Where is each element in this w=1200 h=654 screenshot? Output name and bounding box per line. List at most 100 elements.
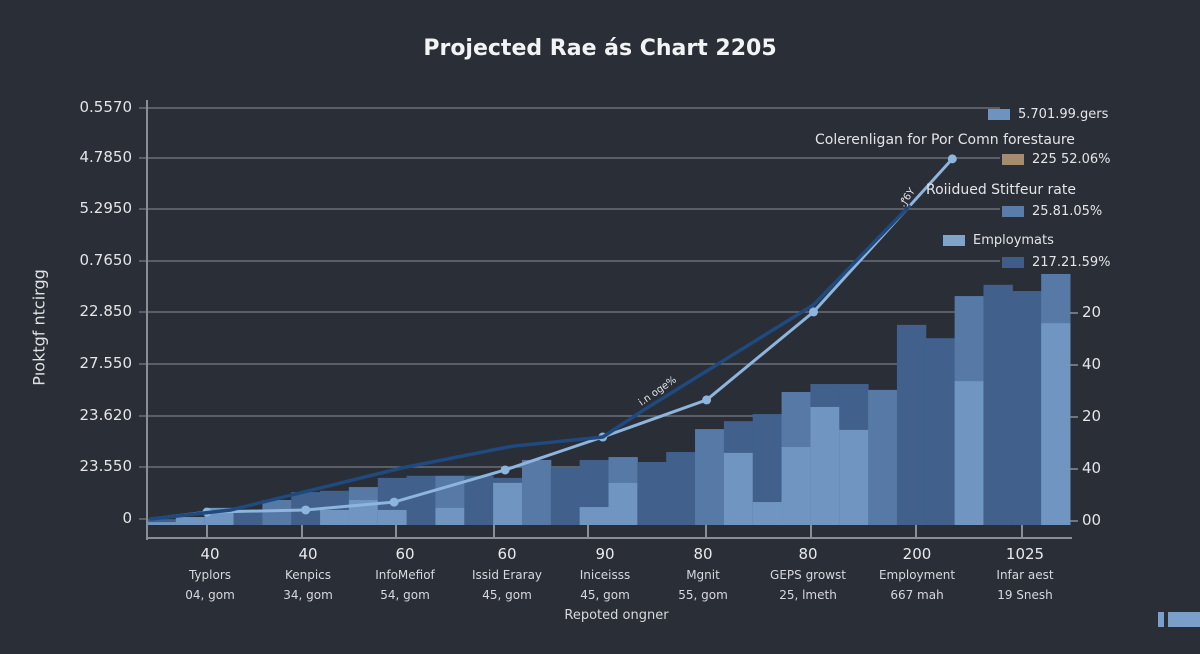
legend-swatch: [943, 235, 965, 246]
chart-title: Projected Rae ás Chart 2205: [423, 36, 777, 61]
y-tick-label: 23.550: [79, 457, 133, 475]
bar-back: [666, 452, 696, 525]
bar-back: [464, 475, 494, 525]
x-category-sub: 54, gom: [380, 588, 430, 602]
bar-front: [608, 482, 638, 525]
x-category-name: Employment: [878, 568, 956, 582]
x-category: 40 Kenpics 34, gom: [253, 545, 363, 602]
bar-back: [262, 499, 292, 525]
series-line-dark: [149, 203, 912, 521]
x-category: 80 GEPS growst 25, lmeth: [753, 545, 863, 602]
x-tick-value: 1025: [1005, 545, 1045, 563]
bar-front: [377, 509, 408, 525]
bar-front: [954, 381, 984, 525]
x-category: 80 Mgnit 55, gom: [648, 545, 758, 602]
y-tick-label: 0.7650: [79, 251, 133, 269]
bar-back: [637, 462, 667, 525]
legend-swatch: [1002, 257, 1024, 268]
y-tick-label: 0.5570: [79, 98, 133, 116]
x-category-name: GEPS growst: [770, 568, 846, 582]
x-tick-value: 80: [798, 545, 818, 563]
x-tick-value: 90: [595, 545, 615, 563]
legend-item: 225 52.06%: [1002, 152, 1111, 167]
x-tick-value: 40: [298, 545, 318, 563]
right-tick-label: 40: [1082, 459, 1102, 477]
x-category: 90 Iniceisss 45, gom: [550, 545, 660, 602]
bar-back: [896, 324, 927, 525]
x-tick-value: 60: [395, 545, 415, 563]
y-tick-label: 4.7850: [79, 148, 133, 166]
x-category-name: Mgnit: [686, 568, 720, 582]
scroll-indicator[interactable]: [1158, 612, 1164, 627]
legend-swatch: [1002, 154, 1024, 165]
legend-item: 5.701.99.gers: [988, 107, 1108, 122]
right-tick-label: 20: [1082, 303, 1102, 321]
data-point: [947, 154, 957, 164]
x-category-sub: 34, gom: [283, 588, 333, 602]
annotation-label: Roiidued Stitfeur rate: [926, 182, 1076, 198]
x-category-sub: 667 mah: [890, 588, 944, 602]
bar-front: [781, 447, 811, 525]
scroll-indicator[interactable]: [1168, 612, 1200, 627]
legend-item: 25.81.05%: [1002, 204, 1102, 219]
bar-front: [147, 522, 177, 525]
bar-back: [406, 475, 436, 525]
x-category-sub: 19 Snesh: [997, 588, 1053, 602]
x-category: 40 Typlors 04, gom: [155, 545, 265, 602]
x-category: 60 Issid Eraray 45, gom: [452, 545, 562, 602]
legend-label: 217.21.59%: [1032, 255, 1111, 270]
annotation-label: Colerenligan for Por Comn forestaure: [815, 132, 1075, 148]
legend-item: Employmats: [943, 233, 1054, 248]
data-point: [702, 395, 712, 405]
right-tick-label: 20: [1082, 407, 1102, 425]
bar-front: [839, 429, 869, 525]
data-point: [500, 465, 510, 475]
y-tick-label: 23.620: [79, 406, 133, 424]
x-category: 200 Employment 667 mah: [862, 545, 972, 602]
x-category: 1025 Infar aest 19 Snesh: [970, 545, 1080, 602]
bar-front: [723, 452, 754, 525]
legend-item: 217.21.59%: [1002, 255, 1111, 270]
bar-back: [925, 338, 956, 525]
x-tick-value: 60: [497, 545, 517, 563]
x-tick-value: 80: [693, 545, 713, 563]
right-tick-label: 40: [1082, 355, 1102, 373]
x-category-name: InfoMefiof: [375, 568, 435, 582]
x-axis-label: Repoted ongner: [564, 608, 669, 623]
legend-label: Employmats: [973, 233, 1054, 248]
x-category-sub: 25, lmeth: [779, 588, 837, 602]
x-category-sub: 45, gom: [580, 588, 630, 602]
x-category-sub: 55, gom: [678, 588, 728, 602]
right-tick-label: 00: [1082, 511, 1102, 529]
data-point: [389, 497, 399, 507]
bar-front: [752, 502, 783, 525]
legend-swatch: [1002, 206, 1024, 217]
y-axis-label: Pıoktgf ntcirgg: [29, 269, 49, 386]
y-tick-label: 22.850: [79, 302, 133, 320]
x-category-name: Kenpics: [284, 568, 332, 582]
bar-back: [983, 284, 1013, 525]
data-point: [809, 307, 819, 317]
legend-label: 225 52.06%: [1032, 152, 1111, 167]
x-category-name: Infar aest: [996, 568, 1054, 582]
bar-front: [435, 507, 465, 525]
bar-front: [320, 509, 350, 525]
bar-front: [1041, 323, 1071, 525]
bar-back: [550, 467, 581, 525]
bar-back: [1012, 291, 1042, 525]
legend-swatch: [988, 109, 1010, 120]
x-tick-value: 40: [200, 545, 220, 563]
bar-front: [579, 507, 609, 525]
x-category-name: Typlors: [188, 568, 232, 582]
y-tick-label: 27.550: [79, 354, 133, 372]
bar-front: [175, 517, 206, 525]
bar-back: [233, 509, 263, 525]
bar-back: [521, 459, 552, 525]
x-category-name: Iniceisss: [579, 568, 631, 582]
x-category-sub: 45, gom: [482, 588, 532, 602]
data-point: [301, 505, 311, 515]
bar-back: [868, 389, 898, 525]
y-tick-label: 0: [122, 509, 132, 527]
bar-back: [695, 429, 725, 525]
x-tick-value: 200: [902, 545, 932, 563]
